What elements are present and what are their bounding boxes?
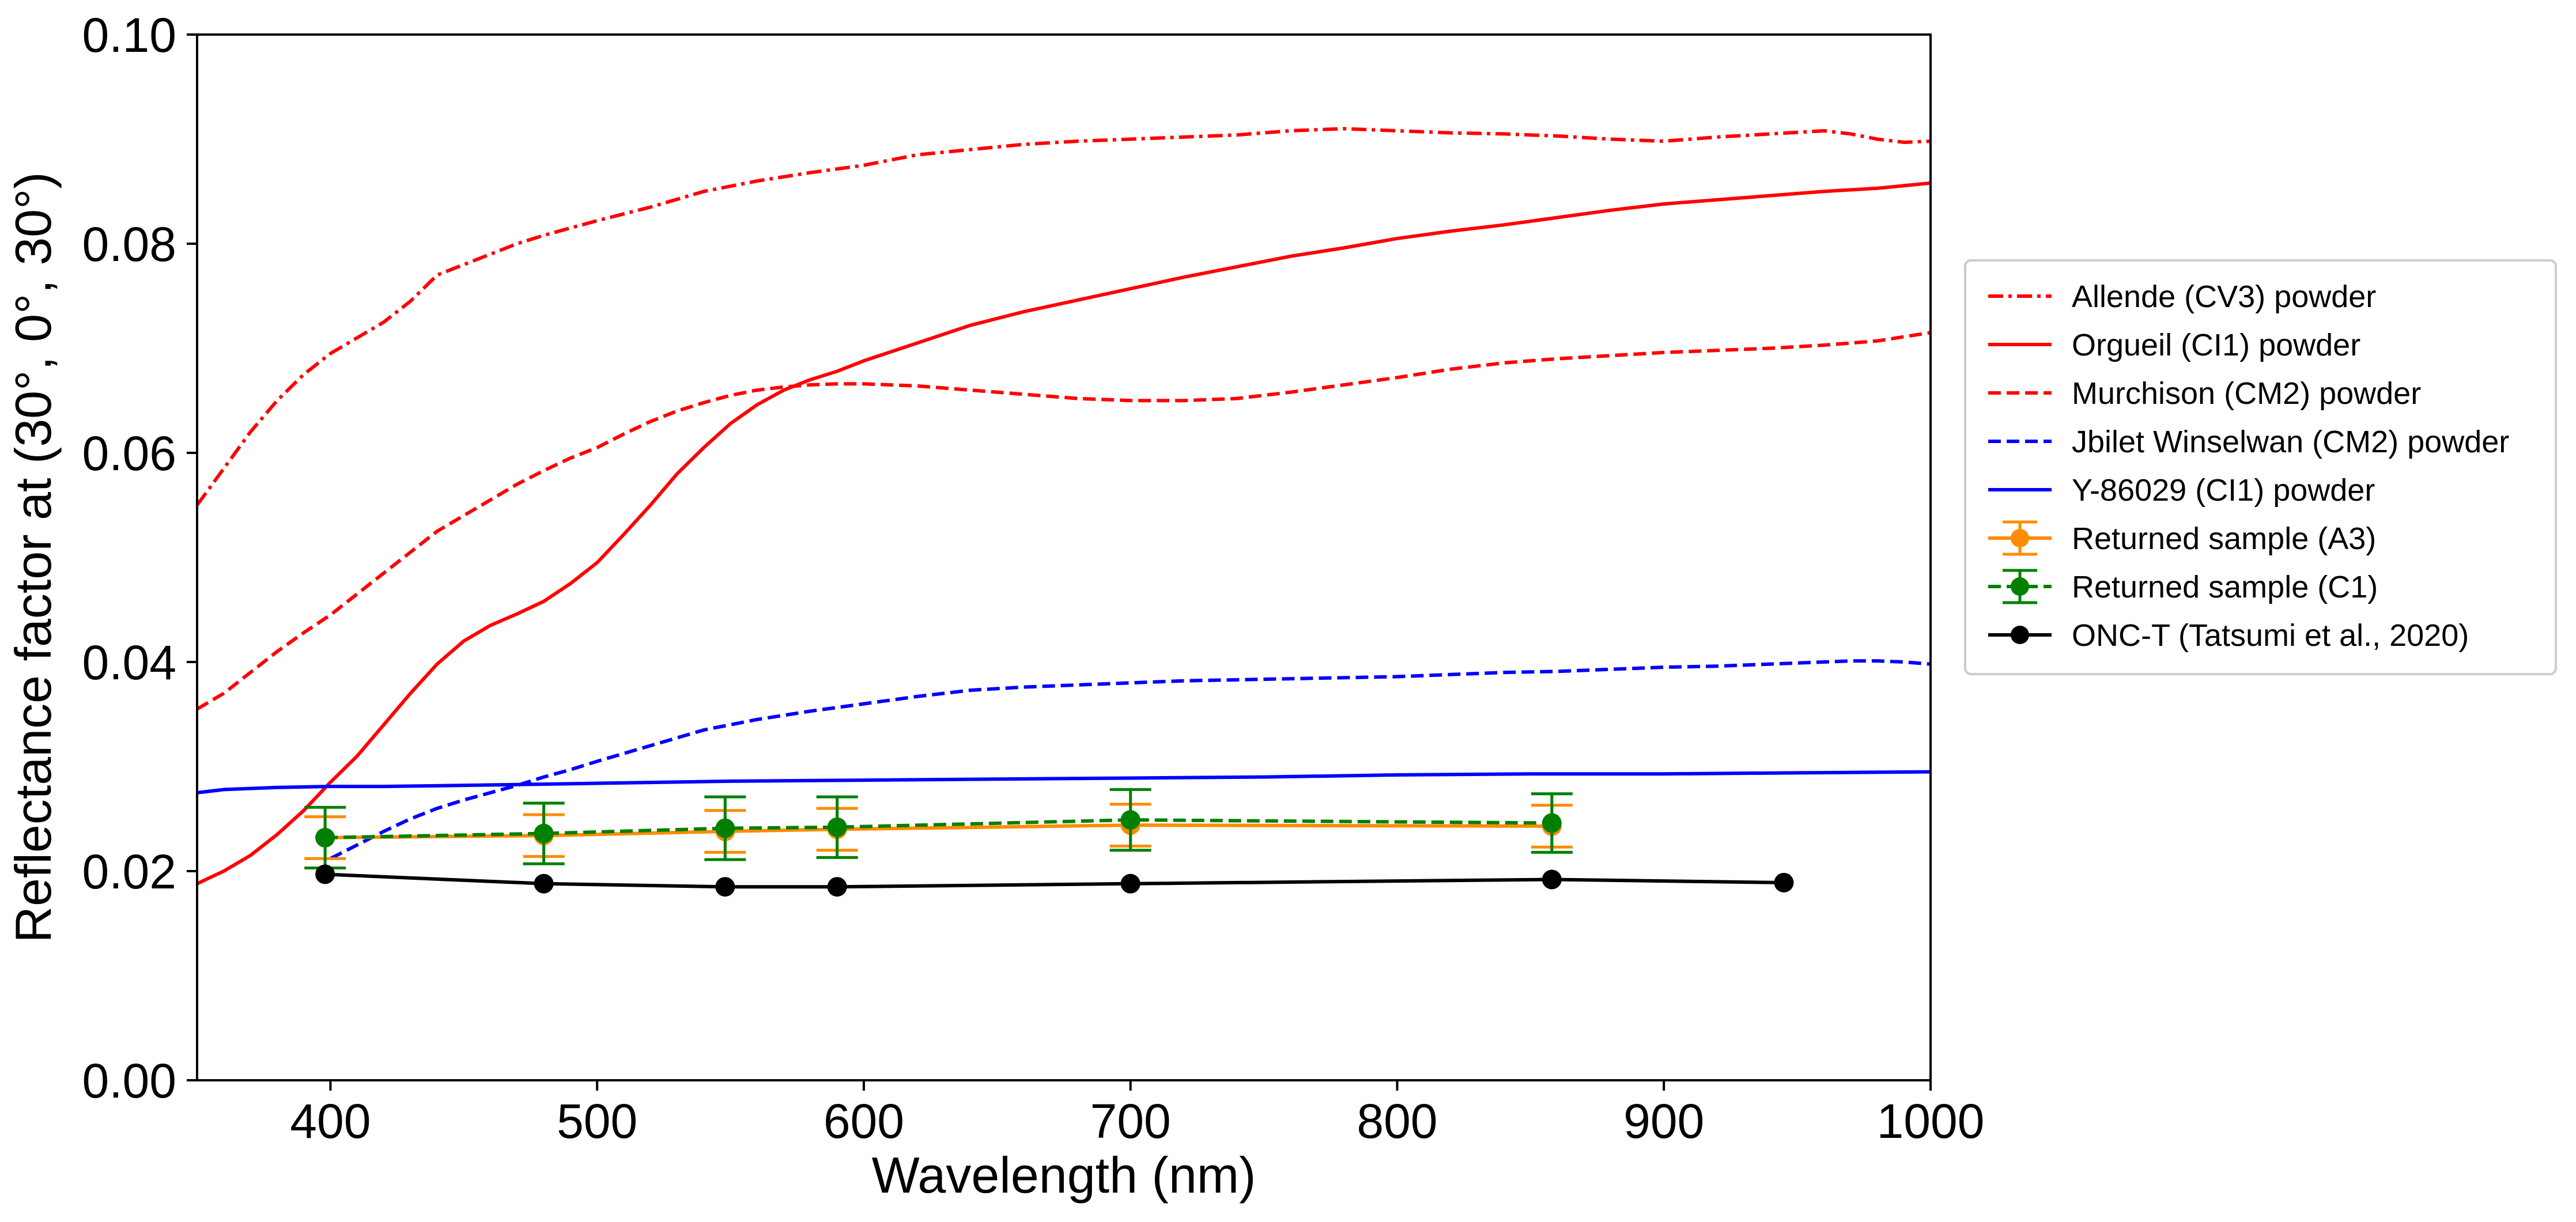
y-tick-label: 0.10 bbox=[82, 8, 177, 62]
y-tick-label: 0.04 bbox=[82, 635, 177, 690]
data-point bbox=[1542, 869, 1562, 890]
data-point bbox=[715, 818, 735, 838]
y-tick-label: 0.06 bbox=[82, 426, 177, 481]
series-layer bbox=[195, 127, 1931, 897]
legend-marker bbox=[2011, 577, 2029, 596]
legend-marker bbox=[2011, 626, 2029, 644]
series-line bbox=[325, 823, 1552, 839]
legend-label: Returned sample (C1) bbox=[2072, 570, 2378, 604]
x-tick-label: 400 bbox=[290, 1094, 371, 1148]
y-tick-label: 0.08 bbox=[82, 217, 177, 271]
series-line bbox=[196, 331, 1931, 711]
legend-label: Jbilet Winselwan (CM2) powder bbox=[2072, 425, 2509, 459]
x-tick-label: 900 bbox=[1623, 1094, 1704, 1148]
series-7 bbox=[315, 864, 1794, 897]
series-4 bbox=[197, 770, 1931, 795]
plot-frame bbox=[196, 33, 1932, 1081]
x-tick-label: 500 bbox=[557, 1094, 637, 1148]
legend-label: ONC-T (Tatsumi et al., 2020) bbox=[2072, 618, 2469, 653]
series-line bbox=[197, 770, 1931, 795]
ticks-layer: 400 500 600 700 800 900 1000 0.00 0.02 0.04 0.06 0.… bbox=[82, 8, 1985, 1148]
data-point bbox=[827, 817, 847, 837]
data-point bbox=[1120, 873, 1140, 894]
y-axis-label: Reflectance factor at (30°, 0°, 30°) bbox=[5, 172, 62, 943]
legend-label: Returned sample (A3) bbox=[2072, 521, 2376, 556]
data-point bbox=[315, 827, 335, 848]
legend-label: Orgueil (CI1) powder bbox=[2072, 328, 2360, 362]
legend-marker bbox=[2011, 529, 2029, 547]
x-axis-label: Wavelength (nm) bbox=[872, 1147, 1256, 1204]
data-point bbox=[827, 877, 847, 897]
data-point bbox=[1120, 810, 1140, 830]
series-line bbox=[330, 659, 1931, 860]
data-point bbox=[315, 864, 335, 884]
x-tick-label: 1000 bbox=[1877, 1094, 1985, 1148]
legend: Allende (CV3) powder Orgueil (CI1) powder… bbox=[1964, 259, 2557, 675]
legend-frame bbox=[1964, 259, 2557, 675]
data-point bbox=[715, 877, 735, 897]
series-6 bbox=[304, 788, 1573, 870]
x-tick-label: 700 bbox=[1090, 1094, 1171, 1148]
data-point bbox=[1542, 813, 1562, 833]
y-tick-label: 0.02 bbox=[82, 845, 177, 899]
series-2 bbox=[196, 331, 1931, 711]
x-tick-label: 800 bbox=[1357, 1094, 1437, 1148]
data-point bbox=[534, 873, 554, 894]
data-point bbox=[534, 823, 554, 843]
series-3 bbox=[330, 659, 1931, 860]
y-tick-label: 0.00 bbox=[82, 1054, 177, 1108]
legend-label: Allende (CV3) powder bbox=[2072, 279, 2376, 314]
series-0 bbox=[195, 127, 1931, 506]
legend-label: Murchison (CM2) powder bbox=[2072, 376, 2421, 411]
legend-label: Y-86029 (CI1) powder bbox=[2072, 473, 2375, 508]
series-line bbox=[195, 127, 1931, 506]
x-tick-label: 600 bbox=[824, 1094, 904, 1148]
series-line bbox=[325, 818, 1552, 839]
data-point bbox=[1774, 872, 1794, 892]
